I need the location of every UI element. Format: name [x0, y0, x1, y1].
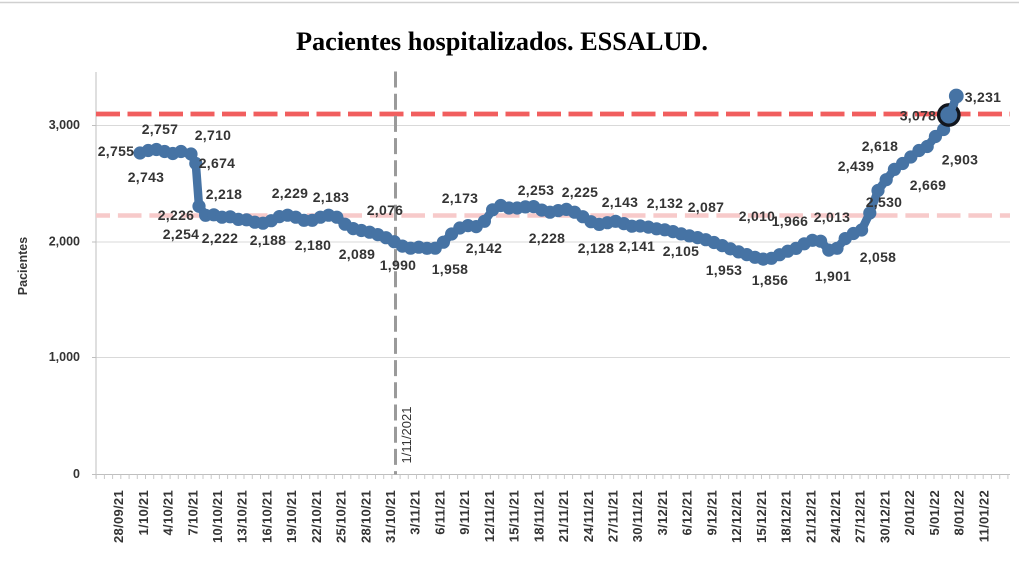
- svg-text:2,674: 2,674: [199, 155, 236, 171]
- svg-text:2,903: 2,903: [942, 151, 979, 167]
- svg-text:3,000: 3,000: [49, 118, 80, 132]
- svg-text:24/12/21: 24/12/21: [828, 490, 843, 543]
- svg-text:2,226: 2,226: [158, 207, 195, 223]
- svg-text:5/01/22: 5/01/22: [927, 490, 942, 535]
- svg-text:30/11/21: 30/11/21: [630, 490, 645, 542]
- svg-text:Pacientes: Pacientes: [16, 237, 30, 295]
- svg-text:4/10/21: 4/10/21: [161, 490, 176, 535]
- svg-text:2/01/22: 2/01/22: [902, 490, 917, 535]
- svg-text:21/12/21: 21/12/21: [803, 490, 818, 543]
- svg-text:2,000: 2,000: [49, 235, 80, 249]
- svg-text:19/10/21: 19/10/21: [284, 490, 299, 543]
- svg-text:2,228: 2,228: [529, 230, 566, 246]
- svg-text:1/11/2021: 1/11/2021: [399, 407, 414, 464]
- svg-text:2,180: 2,180: [295, 237, 332, 253]
- svg-text:2,755: 2,755: [98, 143, 135, 159]
- svg-text:2,173: 2,173: [442, 190, 479, 206]
- svg-text:1,966: 1,966: [772, 213, 809, 229]
- svg-text:2,183: 2,183: [313, 189, 350, 205]
- svg-text:21/11/21: 21/11/21: [556, 490, 571, 542]
- svg-text:2,439: 2,439: [838, 158, 875, 174]
- svg-text:10/10/21: 10/10/21: [210, 490, 225, 543]
- svg-text:2,105: 2,105: [663, 243, 700, 259]
- svg-text:2,142: 2,142: [466, 240, 503, 256]
- svg-text:1,953: 1,953: [706, 262, 743, 278]
- svg-text:13/10/21: 13/10/21: [235, 490, 250, 543]
- svg-text:2,132: 2,132: [647, 195, 684, 211]
- svg-text:2,618: 2,618: [862, 138, 899, 154]
- svg-text:2,710: 2,710: [195, 127, 232, 143]
- svg-text:2,013: 2,013: [814, 209, 851, 225]
- svg-text:1,990: 1,990: [380, 257, 417, 273]
- svg-text:2,143: 2,143: [602, 194, 639, 210]
- svg-text:2,010: 2,010: [739, 208, 776, 224]
- svg-text:1,000: 1,000: [49, 350, 80, 364]
- svg-text:27/12/21: 27/12/21: [853, 490, 868, 543]
- svg-text:9/12/21: 9/12/21: [704, 490, 719, 535]
- svg-text:28/09/21: 28/09/21: [111, 490, 126, 543]
- svg-text:11/01/22: 11/01/22: [976, 490, 991, 542]
- svg-text:2,089: 2,089: [339, 246, 376, 262]
- svg-text:2,229: 2,229: [272, 185, 309, 201]
- svg-text:1,958: 1,958: [432, 261, 469, 277]
- svg-text:8/01/22: 8/01/22: [952, 490, 967, 535]
- svg-text:2,087: 2,087: [688, 199, 725, 215]
- svg-text:1,856: 1,856: [752, 272, 789, 288]
- svg-text:2,253: 2,253: [518, 182, 555, 198]
- svg-text:0: 0: [73, 467, 80, 481]
- svg-text:2,530: 2,530: [866, 194, 903, 210]
- svg-text:2,058: 2,058: [860, 249, 897, 265]
- svg-text:Pacientes hospitalizados. ESSA: Pacientes hospitalizados. ESSALUD.: [296, 27, 708, 56]
- svg-text:7/10/21: 7/10/21: [185, 490, 200, 535]
- svg-text:2,743: 2,743: [128, 169, 165, 185]
- svg-text:3/11/21: 3/11/21: [408, 490, 423, 535]
- svg-text:3,078: 3,078: [900, 107, 937, 123]
- svg-text:2,757: 2,757: [142, 121, 179, 137]
- svg-text:24/11/21: 24/11/21: [581, 490, 596, 542]
- svg-text:3/12/21: 3/12/21: [655, 490, 670, 535]
- svg-text:1,901: 1,901: [815, 268, 852, 284]
- svg-text:27/11/21: 27/11/21: [606, 490, 621, 542]
- svg-text:2,141: 2,141: [619, 238, 656, 254]
- svg-text:31/10/21: 31/10/21: [383, 490, 398, 543]
- svg-text:2,188: 2,188: [250, 232, 287, 248]
- svg-text:18/12/21: 18/12/21: [779, 490, 794, 543]
- svg-text:2,128: 2,128: [578, 240, 615, 256]
- svg-text:9/11/21: 9/11/21: [457, 490, 472, 535]
- svg-text:6/12/21: 6/12/21: [680, 490, 695, 535]
- svg-text:2,254: 2,254: [163, 226, 200, 242]
- svg-text:1/10/21: 1/10/21: [136, 490, 151, 535]
- svg-text:2,076: 2,076: [367, 202, 404, 218]
- svg-text:25/10/21: 25/10/21: [334, 490, 349, 543]
- svg-text:2,222: 2,222: [202, 230, 239, 246]
- svg-text:16/10/21: 16/10/21: [259, 490, 274, 543]
- svg-text:22/10/21: 22/10/21: [309, 490, 324, 543]
- svg-text:30/12/21: 30/12/21: [877, 490, 892, 543]
- svg-text:12/11/21: 12/11/21: [482, 490, 497, 542]
- svg-text:28/10/21: 28/10/21: [358, 490, 373, 543]
- svg-text:12/12/21: 12/12/21: [729, 490, 744, 543]
- svg-text:18/11/21: 18/11/21: [531, 490, 546, 542]
- svg-text:6/11/21: 6/11/21: [433, 490, 448, 535]
- svg-text:2,218: 2,218: [206, 186, 243, 202]
- svg-text:3,231: 3,231: [965, 89, 1002, 105]
- svg-text:15/12/21: 15/12/21: [754, 490, 769, 543]
- svg-text:2,669: 2,669: [910, 177, 947, 193]
- svg-text:15/11/21: 15/11/21: [507, 490, 522, 542]
- svg-text:2,225: 2,225: [562, 184, 599, 200]
